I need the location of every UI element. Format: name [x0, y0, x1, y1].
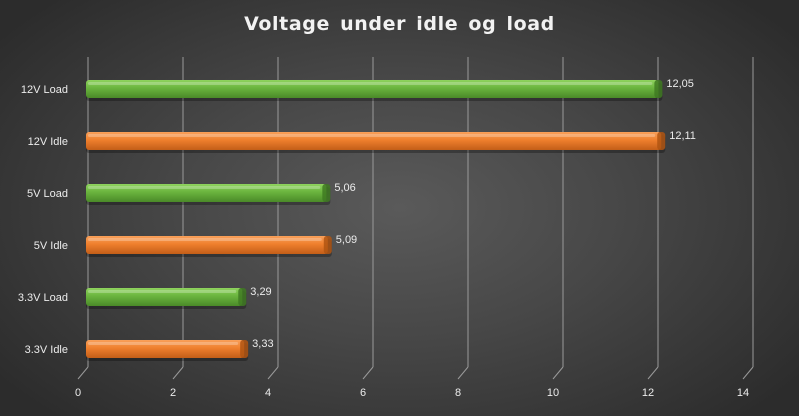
bar-end-cap	[322, 184, 331, 202]
category-label: 3.3V Load	[18, 292, 68, 304]
data-label: 3,33	[252, 338, 273, 350]
category-label: 5V Load	[27, 188, 68, 200]
bar	[86, 288, 243, 306]
data-label: 12,05	[666, 78, 694, 90]
gridline-foot	[457, 366, 469, 380]
bar	[86, 132, 662, 150]
bar-highlight	[88, 238, 322, 241]
x-tick-label: 6	[360, 387, 366, 399]
gridline-foot	[742, 366, 754, 380]
category-label: 12V Load	[21, 84, 68, 96]
x-tick-label: 14	[737, 387, 749, 399]
data-label: 5,09	[336, 234, 357, 246]
gridline-foot	[362, 366, 374, 380]
category-label: 12V Idle	[28, 136, 68, 148]
x-tick-label: 0	[75, 387, 81, 399]
bar-end-cap	[238, 288, 247, 306]
bar-layer	[86, 80, 666, 361]
x-tick-label: 2	[170, 387, 176, 399]
category-label: 3.3V Idle	[25, 344, 68, 356]
data-label: 5,06	[334, 182, 355, 194]
bar-end-cap	[654, 80, 663, 98]
gridline-foot	[172, 366, 184, 380]
bar-highlight	[88, 342, 239, 345]
category-label: 5V Idle	[34, 240, 68, 252]
bar-end-cap	[323, 236, 332, 254]
bar-highlight	[88, 82, 653, 85]
gridline-foot	[647, 366, 659, 380]
gridline-foot	[77, 366, 89, 380]
data-label: 12,11	[669, 130, 696, 142]
data-label: 3,29	[250, 286, 271, 298]
bar-end-cap	[657, 132, 666, 150]
x-tick-label: 10	[547, 387, 559, 399]
bar-highlight	[88, 290, 237, 293]
label-layer: 0 2 4 6 8 10 12 14 12V Load 12,05 12V Idle 12,11 5V …	[18, 78, 749, 399]
x-tick-label: 8	[455, 387, 461, 399]
bar-highlight	[88, 186, 321, 189]
bar	[86, 184, 327, 202]
x-tick-label: 4	[265, 387, 271, 399]
chart-title: Voltage under idle og load	[244, 13, 555, 35]
bar	[86, 80, 659, 98]
x-tick-label: 12	[642, 387, 654, 399]
bar	[86, 236, 328, 254]
gridline-foot	[267, 366, 279, 380]
bar-end-cap	[240, 340, 249, 358]
bar-highlight	[88, 134, 656, 137]
grid-layer	[77, 57, 754, 380]
bar	[86, 340, 245, 358]
gridline-foot	[552, 366, 564, 380]
